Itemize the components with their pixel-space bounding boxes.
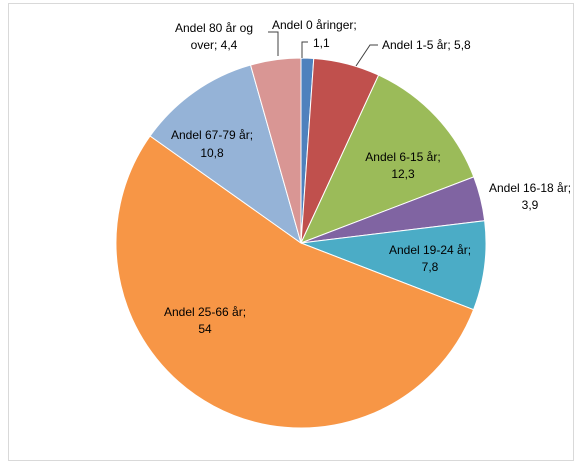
label-3-line2: 3,9: [522, 198, 539, 212]
pie-slices: [115, 57, 487, 429]
pie-slice-5: [115, 135, 475, 429]
data-labels: Andel 0 åringer; 1,1 Andel 1-5 år; 5,8 A…: [164, 18, 571, 336]
leader-lines: [268, 31, 378, 67]
label-0-line1: Andel 0 åringer;: [272, 18, 357, 32]
leader-line-2: [355, 44, 378, 67]
label-7-line1: Andel 80 år og: [175, 21, 253, 35]
label-5-line1: Andel 25-66 år;: [164, 305, 246, 319]
label-2-line1: Andel 6-15 år;: [365, 150, 440, 164]
label-1-line1: Andel 1-5 år; 5,8: [382, 38, 471, 52]
label-6-line1: Andel 67-79 år;: [171, 128, 253, 142]
pie-slice-2: [300, 74, 475, 244]
leader-line-0: [268, 31, 279, 56]
label-7-line2: over; 4,4: [191, 38, 238, 52]
leader-line-1: [301, 41, 308, 58]
label-5-line2: 54: [198, 322, 212, 336]
label-6-line2: 10,8: [200, 146, 224, 160]
label-4-line2: 7,8: [422, 260, 439, 274]
label-0-line2: 1,1: [313, 36, 330, 50]
label-3-line1: Andel 16-18 år;: [489, 181, 571, 195]
label-4-line1: Andel 19-24 år;: [389, 243, 471, 257]
label-2-line2: 12,3: [391, 167, 415, 181]
pie-slice-6: [149, 64, 302, 245]
pie-slice-7: [249, 57, 302, 244]
